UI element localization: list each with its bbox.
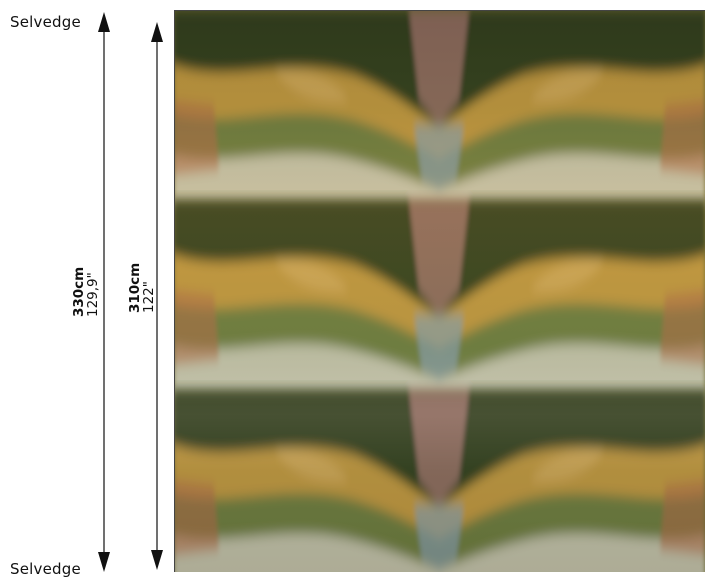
outer-dimension-label: 330cm 129,9" (71, 266, 102, 317)
inner-in: 122" (141, 281, 158, 313)
fabric-pattern-image (174, 10, 705, 572)
inner-width-arrow (151, 22, 163, 570)
swatch-top-border (174, 10, 705, 11)
inner-cm: 310cm (127, 262, 143, 313)
swatch-left-border (174, 10, 175, 572)
outer-cm: 330cm (71, 266, 87, 317)
selvedge-bottom-label: Selvedge (10, 560, 81, 578)
selvedge-top-label: Selvedge (10, 13, 81, 31)
inner-dimension-label: 310cm 122" (127, 262, 158, 313)
outer-in: 129,9" (85, 272, 102, 317)
outer-width-arrow (98, 12, 110, 572)
